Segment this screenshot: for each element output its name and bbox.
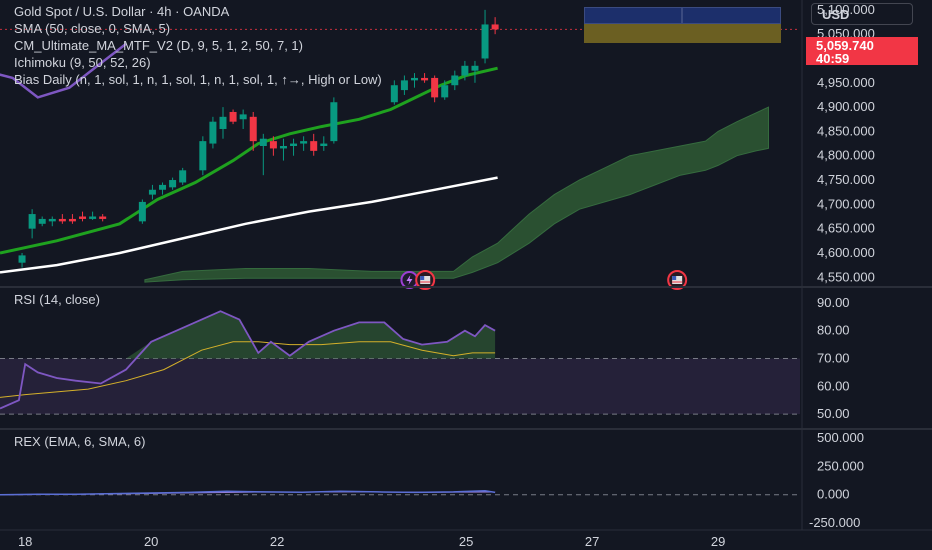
price-tick-label: 4,900.000 — [817, 99, 875, 114]
rsi-tick-label: 90.00 — [817, 295, 850, 310]
candle-body — [481, 24, 489, 59]
candle-body — [300, 141, 308, 144]
rsi-tick-label: 70.00 — [817, 351, 850, 366]
candle-body — [159, 184, 167, 190]
candle-body — [68, 218, 76, 222]
ichimoku-cloud — [144, 106, 769, 283]
symbol-title[interactable]: Gold Spot / U.S. Dollar · 4h · OANDA — [14, 4, 230, 19]
candle-body — [431, 77, 439, 98]
price-tick-label: 4,600.000 — [817, 245, 875, 260]
price-tick-label: 4,950.000 — [817, 75, 875, 90]
candle-body — [58, 218, 66, 222]
bias-table-cell — [682, 7, 781, 24]
time-tick-label: 25 — [459, 534, 473, 549]
rsi-panel[interactable] — [0, 310, 800, 415]
candle-body — [148, 189, 156, 195]
candle-body — [451, 75, 459, 86]
flag-glyph-canton — [420, 276, 425, 280]
candle-body — [249, 116, 257, 142]
candle-body — [400, 80, 408, 91]
candle-body — [239, 114, 247, 120]
price-tick-label: 4,550.000 — [817, 269, 875, 284]
ichimoku-legend[interactable]: Ichimoku (9, 50, 52, 26) — [14, 55, 151, 70]
candle-body — [229, 111, 237, 122]
last-price: 5,059.740 — [816, 38, 874, 53]
cm-ma-line — [0, 66, 498, 255]
candle-body — [89, 216, 97, 219]
flag-glyph — [672, 276, 683, 284]
time-tick-label: 29 — [711, 534, 725, 549]
rsi-tick-label: 80.00 — [817, 323, 850, 338]
time-tick-label: 27 — [585, 534, 599, 549]
candle-body — [290, 143, 298, 146]
flag-glyph — [420, 276, 431, 284]
rsi-band — [0, 358, 800, 415]
candle-body — [169, 180, 177, 188]
candle-body — [138, 201, 146, 222]
price-tick-label: 4,750.000 — [817, 172, 875, 187]
rex-tick-label: 500.000 — [817, 430, 864, 445]
candle-body — [320, 143, 328, 146]
bias-table-cell — [584, 7, 682, 24]
bias-legend[interactable]: Bias Daily (n, 1, sol, 1, n, 1, sol, 1, … — [14, 72, 382, 87]
candle-body — [330, 102, 338, 142]
cm-ma-legend[interactable]: CM_Ultimate_MA_MTF_V2 (D, 9, 5, 1, 2, 50… — [14, 38, 303, 53]
bar-countdown: 40:59 — [816, 51, 850, 66]
time-tick-label: 20 — [144, 534, 158, 549]
candle-body — [48, 218, 56, 222]
candle-body — [199, 141, 207, 171]
candle-body — [99, 216, 107, 219]
price-tick-label: 4,800.000 — [817, 148, 875, 163]
price-panel[interactable] — [0, 9, 800, 290]
candle-body — [279, 146, 287, 149]
candle-body — [219, 116, 227, 129]
currency-selector[interactable]: USD — [811, 3, 913, 25]
candle-body — [209, 121, 217, 144]
candle-body — [410, 77, 418, 81]
rex-tick-label: 250.000 — [817, 458, 864, 473]
bias-table-cell — [584, 24, 781, 43]
price-legend: Gold Spot / U.S. Dollar · 4h · OANDA SMA… — [14, 3, 382, 88]
rex-panel[interactable] — [0, 489, 800, 496]
time-tick-label: 22 — [270, 534, 284, 549]
candle-body — [18, 255, 26, 263]
candle-body — [471, 65, 479, 71]
rsi-line — [0, 310, 496, 410]
mtf-ma-line — [0, 42, 127, 99]
candle-body — [491, 24, 499, 30]
candle-body — [79, 216, 87, 219]
candle-body — [310, 141, 318, 151]
candle-body — [179, 170, 187, 183]
candle-body — [28, 214, 36, 229]
last-price-tag: 5,059.740 40:59 — [806, 37, 918, 65]
candle-body — [421, 77, 429, 81]
price-tick-label: 4,650.000 — [817, 221, 875, 236]
time-tick-label: 18 — [18, 534, 32, 549]
candle-body — [38, 218, 46, 224]
rsi-ma-line — [0, 341, 496, 398]
rex-tick-label: 0.000 — [817, 487, 850, 502]
candle-body — [390, 85, 398, 103]
candle-body — [461, 65, 469, 76]
rex-line — [0, 489, 496, 496]
sma-legend[interactable]: SMA (50, close, 0, SMA, 5) — [14, 21, 171, 36]
rsi-legend[interactable]: RSI (14, close) — [14, 292, 100, 307]
bias-table — [584, 7, 781, 43]
flag-glyph-canton — [672, 276, 677, 280]
rex-legend[interactable]: REX (EMA, 6, SMA, 6) — [14, 434, 146, 449]
price-tick-label: 4,700.000 — [817, 196, 875, 211]
candle-body — [441, 85, 449, 98]
price-tick-label: 4,850.000 — [817, 123, 875, 138]
rsi-tick-label: 50.00 — [817, 406, 850, 421]
rsi-tick-label: 60.00 — [817, 378, 850, 393]
candle-body — [259, 138, 267, 146]
candle-body — [269, 141, 277, 149]
price-tick-label: 5,100.000 — [817, 2, 875, 17]
rex-tick-label: -250.000 — [809, 515, 860, 530]
lightning-glyph — [406, 275, 413, 285]
sma-50-line — [0, 176, 498, 274]
